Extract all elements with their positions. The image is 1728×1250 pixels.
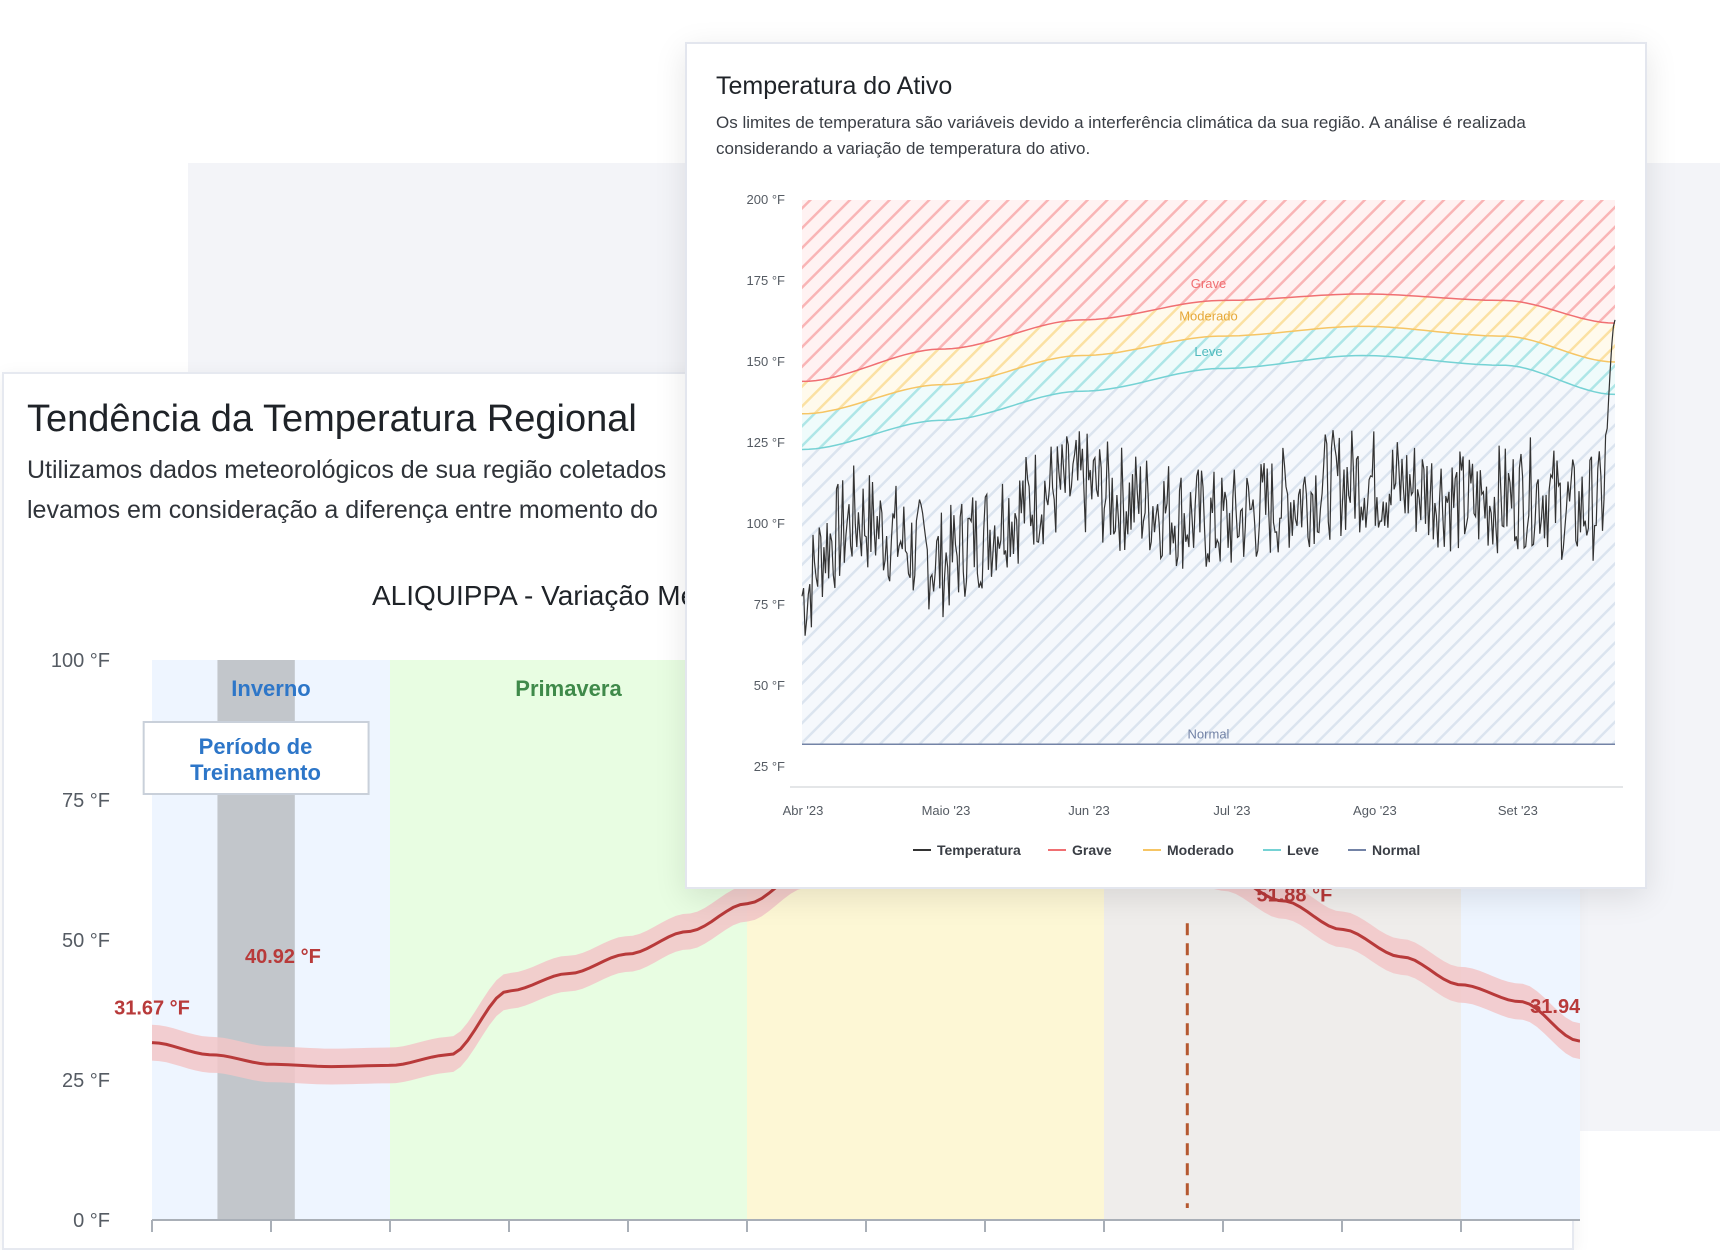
x-tick-label: Jul '23 <box>1213 803 1250 818</box>
y-tick-label: 0 °F <box>73 1210 110 1232</box>
legend-item-label: Leve <box>1287 842 1319 858</box>
regional-trend-description: Utilizamos dados meteorológicos de sua r… <box>27 450 666 530</box>
asset-temperature-chart: Grave Moderado Leve Normal 25 °F 50 °F 75 °F 1… <box>747 192 1623 858</box>
training-label-line-2: Treinamento <box>190 760 321 785</box>
y-tick-label: 100 °F <box>51 650 110 672</box>
y-tick-label: 75 °F <box>62 790 110 812</box>
description-line-2: levamos em consideração a diferença entr… <box>27 496 658 524</box>
x-tick-label: Ago '23 <box>1353 803 1397 818</box>
regional-trend-title: Tendência da Temperatura Regional <box>27 398 637 440</box>
x-tick-label: Abr '23 <box>783 803 824 818</box>
temperatura-line <box>801 319 1616 636</box>
y-tick-label: 50 °F <box>754 678 785 693</box>
leve-threshold-line <box>801 354 1616 451</box>
y-tick-label: 75 °F <box>754 597 785 612</box>
y-tick-label: 175 °F <box>747 273 786 288</box>
moderado-zone <box>802 294 1615 414</box>
temperature-annotation: 40.92 °F <box>245 946 321 968</box>
y-tick-label: 25 °F <box>754 759 785 774</box>
description-line-1: Utilizamos dados meteorológicos de sua r… <box>27 456 667 484</box>
temperature-annotation: 31.67 °F <box>114 998 190 1020</box>
temperature-annotation: 51.88 °F <box>1256 884 1332 906</box>
moderado-threshold-line <box>801 325 1616 415</box>
y-tick-label: 200 °F <box>747 192 786 207</box>
legend-item-label: Moderado <box>1167 842 1234 858</box>
y-tick-label: 100 °F <box>747 516 786 531</box>
y-tick-label: 125 °F <box>747 435 786 450</box>
training-label-line-1: Período de <box>199 734 313 759</box>
leve-zone <box>802 326 1615 450</box>
zone-label-moderado: Moderado <box>1179 308 1238 323</box>
legend-item-label: Normal <box>1372 842 1420 858</box>
training-label-box <box>142 721 370 795</box>
normal-zone <box>802 355 1615 745</box>
grave-threshold-line <box>801 293 1616 383</box>
legend-item-label: Temperatura <box>937 842 1021 858</box>
zone-label-grave: Grave <box>1191 276 1226 291</box>
temperature-annotation: 31.94 °F <box>1530 996 1580 1018</box>
x-tick-label: Jun '23 <box>1068 803 1110 818</box>
x-tick-label: Maio '23 <box>922 803 971 818</box>
y-tick-label: 50 °F <box>62 930 110 952</box>
zone-label-normal: Normal <box>1188 726 1230 741</box>
y-tick-label: 150 °F <box>747 354 786 369</box>
asset-temperature-title: Temperatura do Ativo <box>716 72 953 100</box>
x-tick-label: Set '23 <box>1498 803 1538 818</box>
season-label-winter: Inverno <box>231 676 310 701</box>
zone-label-leve: Leve <box>1194 344 1222 359</box>
asset-temperature-description: Os limites de temperatura são variáveis … <box>716 113 1526 158</box>
season-label-spring: Primavera <box>515 676 622 701</box>
legend-item-label: Grave <box>1072 842 1112 858</box>
y-tick-label: 25 °F <box>62 1070 110 1092</box>
